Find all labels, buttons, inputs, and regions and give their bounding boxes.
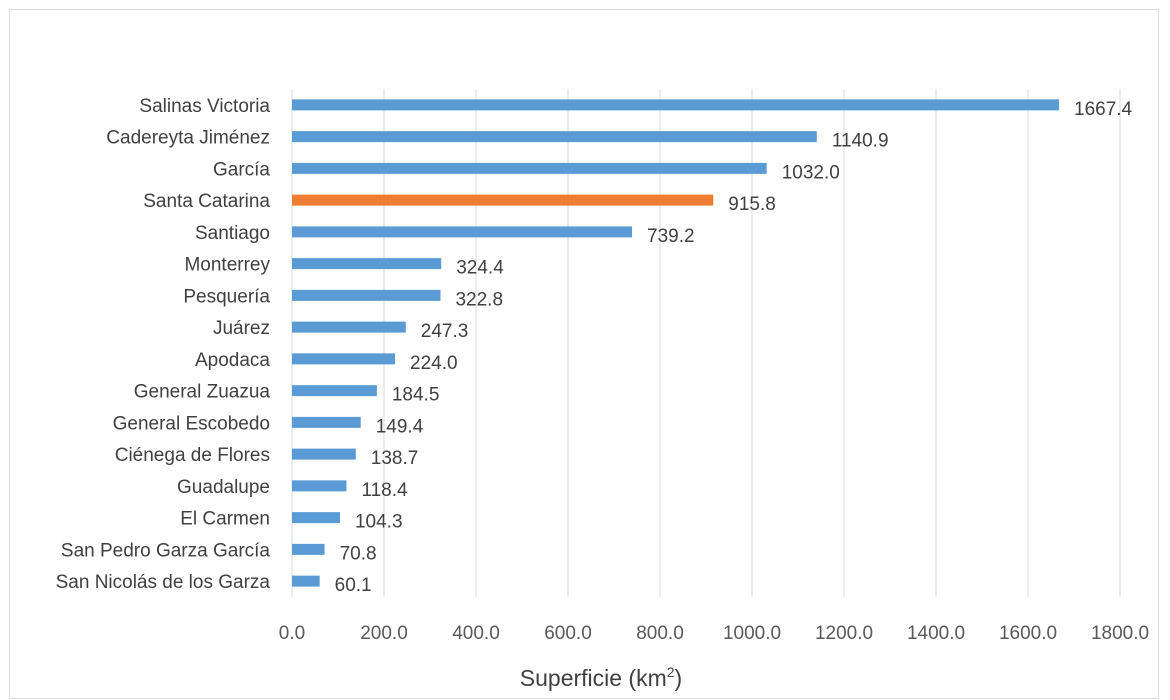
data-label: 1140.9 bbox=[832, 131, 889, 152]
bar bbox=[292, 226, 633, 238]
category-label: General Zuazua bbox=[134, 382, 271, 403]
x-tick-label: 1200.0 bbox=[815, 623, 873, 644]
category-label: San Nicolás de los Garza bbox=[56, 572, 271, 593]
x-axis-title-main: Superficie (km bbox=[520, 665, 667, 691]
category-label: Juárez bbox=[213, 318, 270, 339]
x-tick-label: 200.0 bbox=[360, 623, 408, 644]
chart-frame bbox=[9, 9, 1159, 699]
x-tick-label: 1000.0 bbox=[723, 623, 781, 644]
data-label: 184.5 bbox=[392, 385, 440, 406]
category-label: Apodaca bbox=[195, 350, 270, 371]
bar bbox=[292, 162, 767, 174]
data-labels: 1667.4 1140.9 1032.0 915.8 739.2 324.4 322.8 24… bbox=[335, 99, 1133, 596]
x-axis-title-suffix: ) bbox=[675, 665, 683, 691]
x-tick-label: 0.0 bbox=[279, 623, 305, 644]
category-label: Ciénega de Flores bbox=[115, 445, 270, 466]
data-label: 915.8 bbox=[728, 194, 776, 215]
x-tick-label: 400.0 bbox=[452, 623, 500, 644]
bar bbox=[292, 543, 325, 555]
x-tick-label: 800.0 bbox=[636, 623, 684, 644]
data-label: 739.2 bbox=[647, 226, 695, 247]
category-label: García bbox=[213, 159, 270, 180]
bars bbox=[292, 99, 1060, 587]
data-label: 1032.0 bbox=[782, 162, 840, 183]
x-tick-label: 1600.0 bbox=[999, 623, 1057, 644]
data-label: 118.4 bbox=[361, 480, 408, 501]
category-label: Monterrey bbox=[184, 255, 270, 276]
category-label: Salinas Victoria bbox=[139, 96, 270, 117]
data-label: 104.3 bbox=[355, 512, 403, 533]
bar bbox=[292, 575, 320, 587]
x-tick-label: 600.0 bbox=[544, 623, 592, 644]
x-axis-title: Superficie (km2) bbox=[520, 664, 682, 691]
bar bbox=[292, 416, 361, 428]
bar bbox=[292, 194, 714, 206]
data-label: 322.8 bbox=[455, 289, 503, 310]
x-axis-title-superscript: 2 bbox=[667, 664, 675, 680]
category-label: Pesquería bbox=[183, 286, 270, 307]
data-label: 324.4 bbox=[456, 258, 504, 279]
x-tick-label: 1400.0 bbox=[907, 623, 965, 644]
category-label: Santiago bbox=[195, 223, 270, 244]
category-label: Guadalupe bbox=[177, 477, 270, 498]
bar bbox=[292, 448, 356, 460]
category-label: Santa Catarina bbox=[143, 191, 270, 212]
data-label: 149.4 bbox=[376, 416, 424, 437]
bar bbox=[292, 131, 817, 143]
data-label: 60.1 bbox=[335, 575, 372, 596]
bar bbox=[292, 385, 377, 397]
data-label: 138.7 bbox=[371, 448, 419, 469]
data-label: 70.8 bbox=[340, 543, 377, 564]
category-label: Cadereyta Jiménez bbox=[106, 128, 270, 149]
category-label: San Pedro Garza García bbox=[61, 540, 271, 561]
bar bbox=[292, 289, 441, 301]
bar bbox=[292, 480, 347, 492]
data-label: 247.3 bbox=[421, 321, 469, 342]
bar bbox=[292, 321, 406, 333]
data-label: 1667.4 bbox=[1074, 99, 1133, 120]
category-label: General Escobedo bbox=[113, 413, 270, 434]
bar bbox=[292, 258, 442, 270]
category-labels: Salinas Victoria Cadereyta Jiménez García S… bbox=[56, 96, 271, 593]
data-label: 224.0 bbox=[410, 353, 458, 374]
x-tick-labels: 0.0 200.0 400.0 600.0 800.0 1000.0 1200.0 1400.… bbox=[279, 623, 1149, 644]
bar bbox=[292, 99, 1060, 111]
bar bbox=[292, 512, 340, 524]
x-tick-label: 1800.0 bbox=[1091, 623, 1149, 644]
category-label: El Carmen bbox=[180, 509, 270, 530]
bar bbox=[292, 353, 396, 365]
